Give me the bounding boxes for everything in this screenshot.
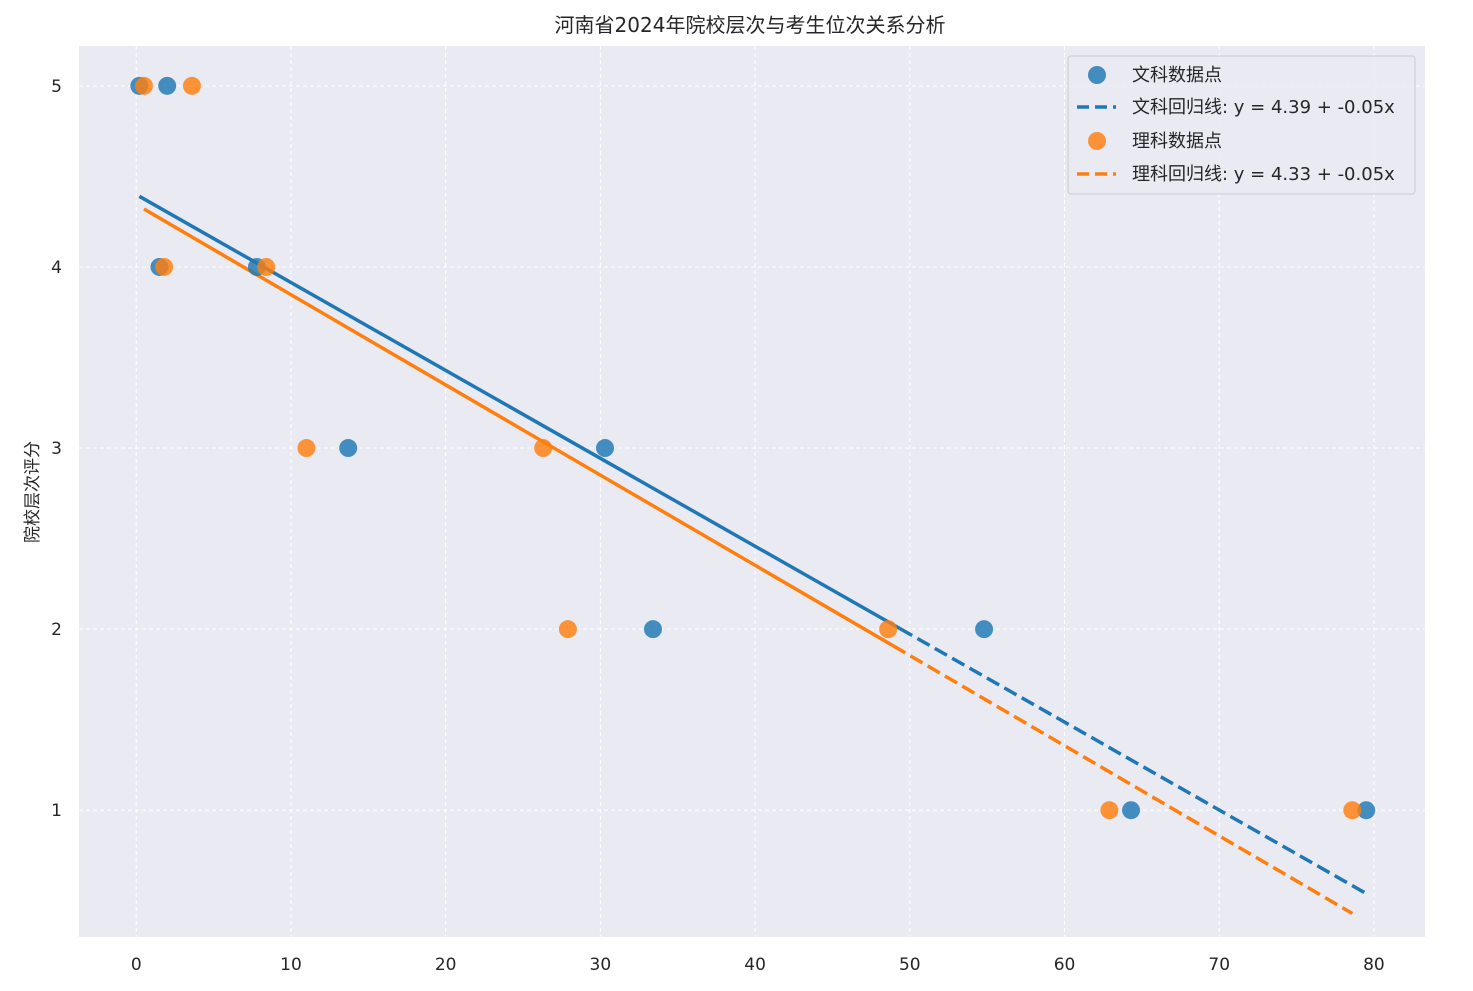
data-point (339, 439, 358, 458)
data-point (297, 439, 316, 458)
x-tick-label: 30 (590, 955, 612, 975)
x-tick-label: 50 (899, 955, 921, 975)
data-point (1357, 801, 1376, 820)
regression-line-dashed (899, 627, 1368, 896)
scatter-series (134, 76, 1362, 820)
series (130, 76, 1376, 915)
legend-label: 文科回归线: y = 4.39 + -0.05x (1132, 97, 1395, 118)
legend-label: 理科回归线: y = 4.33 + -0.05x (1132, 164, 1395, 185)
data-point (558, 620, 577, 639)
data-point (643, 620, 662, 639)
data-point (257, 257, 276, 276)
data-point (879, 620, 898, 639)
data-point (596, 439, 615, 458)
legend-marker (1088, 132, 1106, 150)
y-tick-label: 4 (51, 258, 62, 278)
x-axis-ticks: 0 10 20 30 40 50 60 70 80 (131, 955, 1385, 975)
data-point (975, 620, 994, 639)
y-axis-label: 院校层次评分 (23, 441, 43, 543)
legend-label: 文科数据点 (1132, 65, 1222, 86)
x-tick-label: 80 (1363, 955, 1385, 975)
x-tick-label: 0 (131, 955, 142, 975)
data-point (1100, 801, 1119, 820)
y-tick-label: 5 (51, 77, 62, 97)
x-tick-label: 40 (744, 955, 766, 975)
x-tick-label: 60 (1054, 955, 1076, 975)
y-tick-label: 2 (51, 620, 62, 640)
x-tick-label: 70 (1208, 955, 1230, 975)
data-point (182, 76, 201, 95)
legend-label: 理科数据点 (1132, 131, 1222, 152)
x-tick-label: 10 (280, 955, 302, 975)
data-point (155, 257, 174, 276)
y-axis-ticks: 1 2 3 4 5 (51, 77, 62, 821)
y-tick-label: 3 (51, 439, 62, 459)
regression-line-solid (143, 207, 895, 648)
data-point (134, 76, 153, 95)
legend-marker (1088, 66, 1106, 84)
data-point (1343, 801, 1362, 820)
data-point (534, 439, 553, 458)
legend-box (1067, 55, 1416, 195)
x-tick-label: 20 (435, 955, 457, 975)
data-point (1122, 801, 1141, 820)
regression-line-dashed (892, 644, 1354, 915)
data-point (158, 76, 177, 95)
y-tick-label: 1 (51, 801, 62, 821)
regression-line-group (143, 207, 1354, 915)
chart-title: 河南省2024年院校层次与考生位次关系分析 (555, 13, 946, 37)
